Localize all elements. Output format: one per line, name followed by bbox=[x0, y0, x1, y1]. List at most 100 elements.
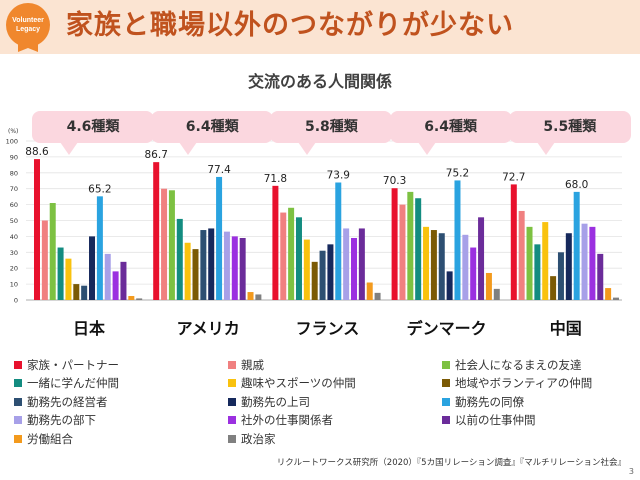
legend-swatch bbox=[14, 360, 22, 369]
callout-pointer-icon bbox=[298, 142, 317, 155]
bar bbox=[493, 288, 500, 300]
legend-swatch bbox=[442, 360, 450, 369]
type-count-callout: 5.5種類 bbox=[508, 111, 631, 155]
legend-swatch bbox=[442, 416, 450, 424]
legend: 家族・パートナー 親戚 社会人になるまえの友達 一緒に学んだ仲間 趣味やスポーツの仲間 地… bbox=[14, 356, 634, 446]
bar bbox=[49, 203, 56, 300]
bar bbox=[343, 228, 350, 300]
bar bbox=[161, 188, 168, 300]
bar bbox=[280, 212, 287, 300]
legend-swatch bbox=[228, 416, 236, 424]
bar bbox=[534, 244, 541, 300]
bar bbox=[550, 276, 557, 300]
bar bbox=[41, 220, 48, 300]
y-tick-label: 50 bbox=[10, 217, 18, 225]
callout-text: 6.4種類 bbox=[151, 111, 274, 143]
bar bbox=[423, 226, 430, 300]
legend-item: 趣味やスポーツの仲間 bbox=[228, 375, 356, 392]
legend-item: 勤務先の上司 bbox=[228, 393, 310, 410]
badge-line2: Legacy bbox=[15, 26, 41, 33]
data-label: 65.2 bbox=[88, 183, 111, 195]
y-tick-label: 0 bbox=[14, 297, 18, 305]
callout-pointer-icon bbox=[536, 142, 555, 155]
legend-label: 勤務先の部下 bbox=[27, 413, 96, 427]
bar bbox=[96, 196, 103, 300]
bar bbox=[303, 239, 310, 300]
bar bbox=[153, 162, 160, 300]
data-label: 68.0 bbox=[565, 179, 588, 191]
bar bbox=[399, 204, 406, 300]
y-axis-unit: (%) bbox=[8, 128, 18, 135]
bar bbox=[192, 249, 199, 300]
bar bbox=[208, 228, 215, 300]
legend-label: 親戚 bbox=[241, 357, 264, 372]
legend-label: 政治家 bbox=[241, 431, 276, 446]
legend-item: 勤務先の同僚 bbox=[442, 393, 524, 410]
bar bbox=[255, 294, 262, 300]
bar bbox=[597, 253, 604, 300]
data-label: 77.4 bbox=[207, 164, 231, 176]
data-label: 71.8 bbox=[264, 173, 287, 185]
legend-label: 以前の仕事仲間 bbox=[455, 413, 536, 427]
bar bbox=[184, 242, 191, 300]
y-tick-label: 90 bbox=[10, 153, 18, 161]
y-tick-label: 10 bbox=[10, 281, 18, 289]
y-tick-label: 100 bbox=[6, 138, 18, 146]
bar bbox=[438, 233, 445, 300]
bar bbox=[526, 226, 533, 300]
bar bbox=[247, 292, 254, 300]
data-label: 88.6 bbox=[25, 146, 49, 158]
legend-item: 勤務先の部下 bbox=[14, 412, 96, 429]
legend-item: 一緒に学んだ仲間 bbox=[14, 375, 119, 392]
bar bbox=[510, 184, 517, 300]
bar bbox=[485, 272, 492, 300]
bar bbox=[295, 217, 302, 300]
bar bbox=[73, 284, 80, 300]
legend-swatch bbox=[14, 379, 22, 387]
bar bbox=[581, 223, 588, 300]
legend-item: 社外の仕事関係者 bbox=[228, 412, 333, 429]
bar bbox=[200, 230, 207, 300]
bar bbox=[327, 244, 334, 300]
bar bbox=[573, 191, 580, 300]
bar bbox=[65, 258, 72, 300]
legend-swatch bbox=[228, 434, 236, 443]
y-tick-label: 80 bbox=[10, 169, 18, 177]
bar bbox=[612, 297, 619, 300]
volunteer-legacy-logo: Volunteer Legacy bbox=[6, 3, 50, 47]
bar bbox=[319, 250, 326, 300]
country-label: デンマーク bbox=[406, 319, 487, 338]
badge-line1: Volunteer bbox=[12, 17, 44, 24]
bar bbox=[605, 288, 612, 300]
country-label: 中国 bbox=[549, 319, 582, 338]
callout-text: 5.8種類 bbox=[270, 111, 393, 143]
bar bbox=[446, 271, 453, 300]
legend-item: 親戚 bbox=[228, 356, 264, 373]
legend-swatch bbox=[442, 379, 450, 387]
type-count-callout: 6.4種類 bbox=[389, 111, 512, 155]
legend-item: 勤務先の経営者 bbox=[14, 393, 108, 410]
y-tick-label: 70 bbox=[10, 185, 18, 193]
callout-text: 4.6種類 bbox=[32, 111, 154, 143]
type-count-callout: 6.4種類 bbox=[151, 111, 274, 155]
country-label: フランス bbox=[295, 319, 360, 338]
bar bbox=[34, 159, 40, 300]
type-count-callout: 4.6種類 bbox=[32, 111, 154, 155]
legend-label: 社外の仕事関係者 bbox=[241, 413, 333, 427]
legend-label: 家族・パートナー bbox=[27, 357, 119, 372]
legend-label: 趣味やスポーツの仲間 bbox=[241, 376, 356, 390]
bar bbox=[478, 217, 485, 300]
bar bbox=[430, 230, 437, 300]
bar bbox=[311, 261, 318, 300]
country-label: アメリカ bbox=[176, 319, 240, 338]
data-label: 73.9 bbox=[327, 169, 350, 181]
y-tick-label: 30 bbox=[10, 249, 18, 257]
bar bbox=[565, 233, 572, 300]
bar bbox=[176, 218, 183, 300]
bar bbox=[57, 247, 64, 300]
legend-label: 一緒に学んだ仲間 bbox=[27, 376, 119, 390]
legend-item: 労働組合 bbox=[14, 430, 73, 447]
y-tick-label: 40 bbox=[10, 233, 18, 241]
header-bar: Volunteer Legacy 家族と職場以外のつながりが少ない bbox=[0, 0, 640, 54]
